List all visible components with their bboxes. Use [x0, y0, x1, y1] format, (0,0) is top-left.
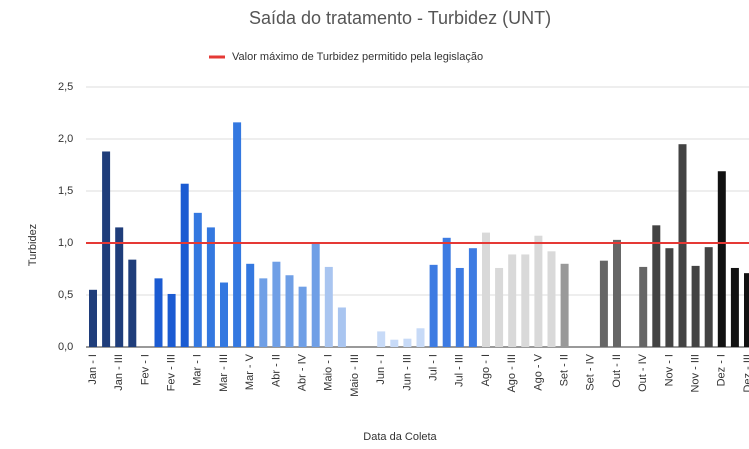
bar	[89, 289, 97, 347]
x-tick-label: Jun - I	[375, 354, 387, 385]
bar	[115, 227, 124, 347]
bar	[455, 267, 464, 347]
bar	[547, 251, 556, 347]
x-tick-label: Fev - III	[166, 354, 178, 391]
x-tick-label: Maio - I	[323, 354, 335, 391]
x-tick-label: Jun - III	[401, 354, 413, 391]
bar	[246, 263, 255, 347]
x-tick-label: Jul - III	[454, 354, 466, 387]
x-tick-label: Jan - I	[87, 354, 99, 385]
bar	[429, 264, 438, 347]
x-tick-label: Set - II	[559, 354, 571, 386]
legend-label: Valor máximo de Turbidez permitido pela …	[232, 51, 483, 63]
bar	[482, 232, 490, 347]
bar	[167, 293, 176, 347]
x-axis-label: Data da Coleta	[363, 431, 437, 443]
bar	[495, 267, 504, 347]
bar	[206, 227, 215, 347]
bar	[717, 171, 726, 347]
bar	[521, 254, 530, 347]
bar	[442, 237, 451, 347]
x-tick-label: Jul - I	[428, 354, 440, 381]
bar	[534, 235, 543, 347]
x-tick-label: Set - IV	[585, 353, 597, 390]
x-tick-label: Mar - III	[218, 354, 230, 392]
x-tick-label: Out - IV	[637, 353, 649, 392]
bar	[311, 243, 320, 347]
x-tick-label: Ago - V	[532, 353, 544, 390]
bar	[691, 265, 700, 347]
bar	[193, 212, 202, 347]
x-tick-label: Ago - III	[506, 354, 518, 393]
x-tick-label: Mar - V	[244, 353, 256, 390]
bar	[704, 247, 713, 347]
bar	[324, 266, 333, 347]
x-tick-label: Maio - III	[349, 354, 361, 397]
bar	[390, 339, 399, 347]
bar	[639, 266, 648, 347]
chart-title: Saída do tratamento - Turbidez (UNT)	[249, 8, 551, 28]
bar	[744, 273, 749, 347]
x-tick-label: Fev - I	[139, 354, 151, 385]
bar	[403, 338, 412, 347]
bar	[508, 254, 517, 347]
bar	[102, 151, 111, 347]
x-tick-label: Ago - I	[480, 354, 492, 386]
bar	[730, 267, 739, 347]
bar	[154, 278, 163, 347]
bar	[259, 278, 268, 347]
x-tick-label: Abr - IV	[297, 353, 309, 391]
x-tick-label: Jan - III	[113, 354, 125, 391]
x-tick-label: Dez - I	[716, 354, 728, 386]
bar	[337, 307, 346, 347]
bar	[298, 286, 307, 347]
y-tick-label: 2,0	[58, 133, 73, 145]
bar	[416, 328, 425, 347]
bar	[560, 263, 569, 347]
bar	[665, 248, 674, 347]
x-tick-label: Abr - II	[270, 354, 282, 387]
x-tick-label: Nov - I	[663, 354, 675, 386]
bar	[599, 260, 608, 347]
bar	[652, 225, 661, 347]
bar	[272, 261, 281, 347]
x-tick-label: Dez - III	[742, 354, 749, 393]
x-tick-label: Nov - III	[690, 354, 702, 393]
bar	[377, 331, 386, 347]
bar	[678, 144, 687, 347]
bar	[180, 183, 189, 347]
y-tick-label: 0,0	[58, 341, 73, 353]
bar	[613, 239, 621, 347]
y-tick-label: 2,5	[58, 81, 73, 93]
bar	[233, 122, 242, 347]
y-tick-label: 1,5	[58, 185, 73, 197]
x-tick-label: Out - II	[611, 354, 623, 388]
bar	[285, 275, 294, 347]
y-tick-label: 1,0	[58, 237, 73, 249]
x-tick-label: Mar - I	[192, 354, 204, 386]
y-axis-label: Turbidez	[27, 224, 39, 266]
bar	[468, 248, 477, 347]
bar	[128, 259, 137, 347]
y-tick-label: 0,5	[58, 289, 73, 301]
bar	[220, 282, 228, 347]
